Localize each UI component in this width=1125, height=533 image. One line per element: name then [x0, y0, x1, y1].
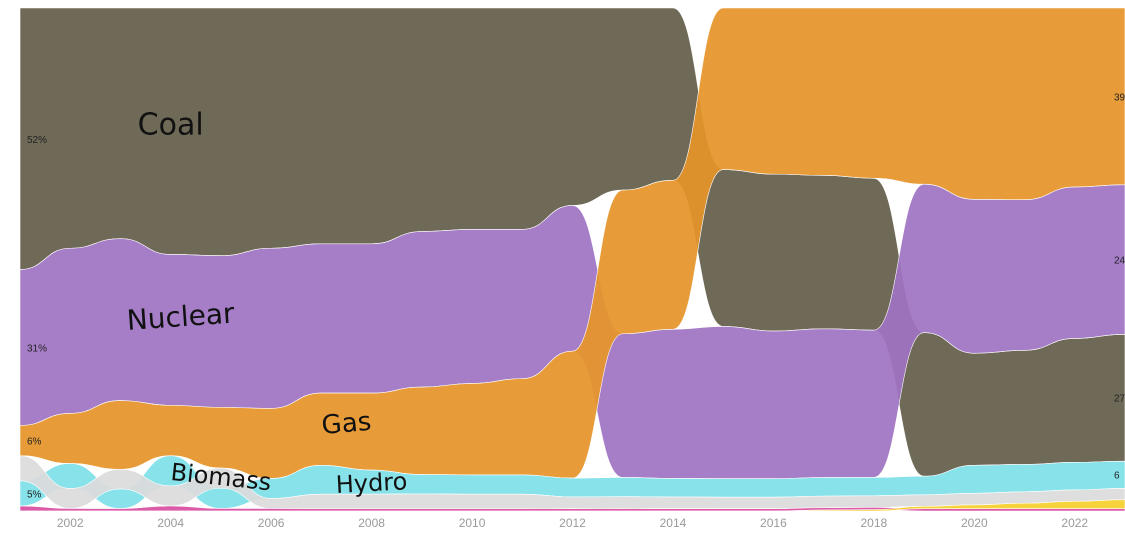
x-tick-label: 2006 [258, 516, 285, 530]
series-label-hydro: Hydro [335, 467, 408, 499]
x-tick-label: 2016 [760, 516, 787, 530]
start-label-nuclear: 31% [27, 344, 47, 355]
x-tick-label: 2014 [660, 516, 687, 530]
start-label-hydro: 5% [27, 489, 42, 500]
band-series-6 [20, 499, 1125, 512]
x-tick-label: 2020 [961, 516, 988, 530]
x-tick-label: 2002 [57, 516, 84, 530]
end-label-nuclear: 24 [1114, 256, 1125, 267]
end-label-gas: 39 [1114, 92, 1125, 103]
start-value-labels: 52% 31% 6% 5% [27, 135, 47, 501]
x-tick-label: 2012 [559, 516, 586, 530]
start-label-coal: 52% [27, 135, 47, 146]
end-value-labels: 39 27 24 6 [1114, 92, 1125, 481]
x-tick-label: 2010 [459, 516, 486, 530]
x-tick-label: 2008 [358, 516, 385, 530]
series-label-coal: Coal [138, 108, 204, 143]
x-axis: 2002 2004 2006 2008 2010 2012 2014 2016 2018 2020… [57, 516, 1089, 530]
x-tick-label: 2022 [1061, 516, 1088, 530]
end-label-coal: 27 [1114, 394, 1125, 405]
x-tick-label: 2018 [861, 516, 888, 530]
x-tick-label: 2004 [157, 516, 184, 530]
end-label-hydro: 6 [1114, 471, 1120, 482]
start-label-gas: 6% [27, 437, 42, 448]
series-label-gas: Gas [320, 407, 372, 441]
series-label-nuclear: Nuclear [126, 296, 236, 336]
series-bands [19, 7, 1125, 512]
